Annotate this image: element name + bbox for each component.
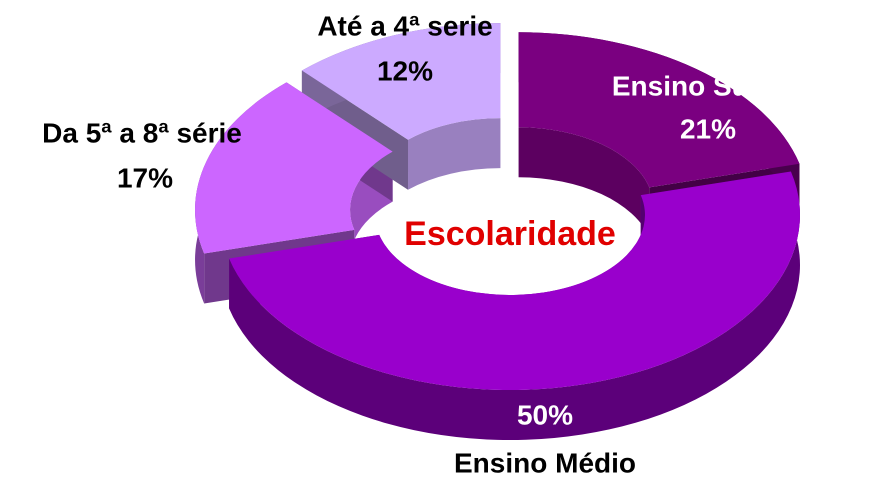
donut-slice	[195, 82, 393, 254]
value-label: 12%	[377, 55, 433, 86]
category-label: Ensino Superior	[612, 70, 828, 101]
chart-title: Escolaridade	[404, 215, 616, 253]
value-label: 17%	[117, 162, 173, 193]
value-label: 21%	[680, 113, 736, 144]
category-label: Até a 4ª serie	[317, 10, 492, 41]
donut-slice	[301, 23, 501, 140]
donut-slice	[518, 32, 800, 188]
value-label: 50%	[517, 399, 573, 430]
category-label: Da 5ª a 8ª série	[42, 117, 242, 148]
inner-wall	[408, 118, 501, 190]
inner-wall	[518, 127, 650, 238]
donut-slice	[229, 171, 800, 390]
category-label: Ensino Médio	[454, 447, 636, 478]
outer-wall	[229, 171, 800, 441]
slices	[195, 23, 800, 441]
